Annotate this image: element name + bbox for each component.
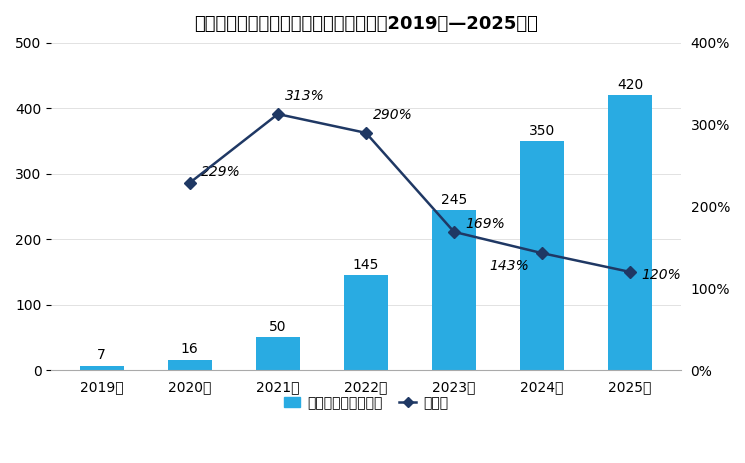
Bar: [608, 95, 652, 370]
Text: 169%: 169%: [465, 217, 505, 231]
Title: 【デジタル音声広告市場規模推計・予測2019年—2025年】: 【デジタル音声広告市場規模推計・予測2019年—2025年】: [194, 15, 538, 33]
Text: 229%: 229%: [201, 165, 241, 179]
Text: 7: 7: [98, 348, 106, 362]
Text: 313%: 313%: [285, 89, 325, 103]
Text: 143%: 143%: [489, 259, 529, 273]
Text: 50: 50: [269, 320, 287, 334]
Text: 145: 145: [352, 258, 379, 272]
Text: 350: 350: [529, 124, 555, 138]
Bar: [256, 338, 300, 370]
Bar: [168, 360, 212, 370]
Bar: [432, 210, 476, 370]
Bar: [80, 366, 124, 370]
Legend: 金額（単位：億円）, 前年比: 金額（単位：億円）, 前年比: [278, 390, 454, 415]
Text: 120%: 120%: [641, 268, 681, 282]
Text: 420: 420: [617, 78, 643, 92]
Bar: [520, 141, 564, 370]
Text: 16: 16: [181, 342, 199, 357]
Text: 245: 245: [441, 193, 467, 206]
Bar: [344, 275, 388, 370]
Text: 290%: 290%: [373, 108, 413, 122]
